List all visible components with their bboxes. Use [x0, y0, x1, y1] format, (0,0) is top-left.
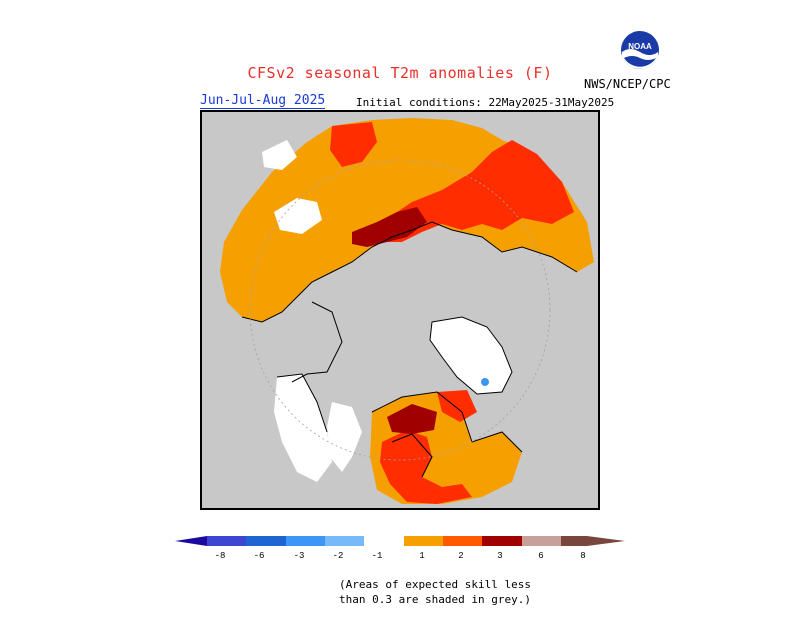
anomaly-region-russia-red [382, 140, 574, 242]
colorbar-tick-label: -6 [254, 551, 265, 561]
footnote-line-1: (Areas of expected skill less [338, 578, 532, 591]
colorbar-tick-label: 2 [458, 551, 463, 561]
colorbar-swatch-p6 [522, 536, 561, 546]
colorbar-tick-label: 8 [580, 551, 585, 561]
colorbar-swatch-p3 [482, 536, 522, 546]
colorbar-tick-label: -2 [333, 551, 344, 561]
colorbar-swatch-m8 [207, 536, 246, 546]
colorbar-swatch-p2 [443, 536, 482, 546]
anomaly-region-dark-red [352, 207, 427, 247]
colorbar-swatch-m3 [286, 536, 325, 546]
agency-label: NWS/NCEP/CPC [584, 77, 671, 91]
colorbar-swatch-m6 [246, 536, 286, 546]
anomaly-region-dark-red-canada [387, 404, 437, 434]
colorbar-tick-label: -1 [372, 551, 383, 561]
colorbar: -8 -6 -3 -2 -1 1 2 3 6 8 [175, 536, 625, 561]
noaa-logo: NOAA [621, 31, 659, 69]
colorbar-tick-label: 3 [497, 551, 502, 561]
anomaly-region-hudson-red [380, 430, 472, 504]
colorbar-swatch-m2 [325, 536, 364, 546]
polar-anomaly-map [200, 110, 600, 510]
colorbar-tick-label: 1 [419, 551, 424, 561]
colorbar-tick-label: 6 [538, 551, 543, 561]
colorbar-swatch-zero [364, 536, 404, 546]
latitude-circle [249, 159, 551, 461]
map-canvas [212, 118, 594, 504]
chart-title: CFSv2 seasonal T2m anomalies (F) [247, 64, 553, 82]
skill-footnote: (Areas of expected skill less than 0.3 a… [330, 577, 540, 607]
colorbar-swatch-p1 [404, 536, 443, 546]
anomaly-region-central-asia-red [330, 122, 377, 167]
anomaly-region-baffin-red [437, 390, 477, 422]
near-normal-patch-greenland [430, 317, 512, 394]
near-normal-patch-north [262, 140, 297, 170]
colorbar-tick-label: -8 [215, 551, 226, 561]
colorbar-arrow-left [175, 536, 207, 546]
near-normal-patch-alaska [274, 374, 332, 482]
initial-conditions-label: Initial conditions: 22May2025-31May2025 [356, 96, 615, 109]
noaa-logo-text: NOAA [628, 42, 652, 51]
near-normal-patch-siberia [274, 198, 322, 234]
colorbar-swatch-p8 [561, 536, 587, 546]
coastlines [241, 221, 578, 478]
season-label: Jun-Jul-Aug 2025 [200, 93, 326, 109]
footnote-line-2: than 0.3 are shaded in grey.) [338, 593, 532, 606]
colorbar-arrow-right [587, 536, 625, 546]
cold-anomaly-dot-greenland [481, 378, 489, 386]
colorbar-tick-label: -3 [294, 551, 305, 561]
near-normal-patch-yukon [327, 402, 362, 472]
